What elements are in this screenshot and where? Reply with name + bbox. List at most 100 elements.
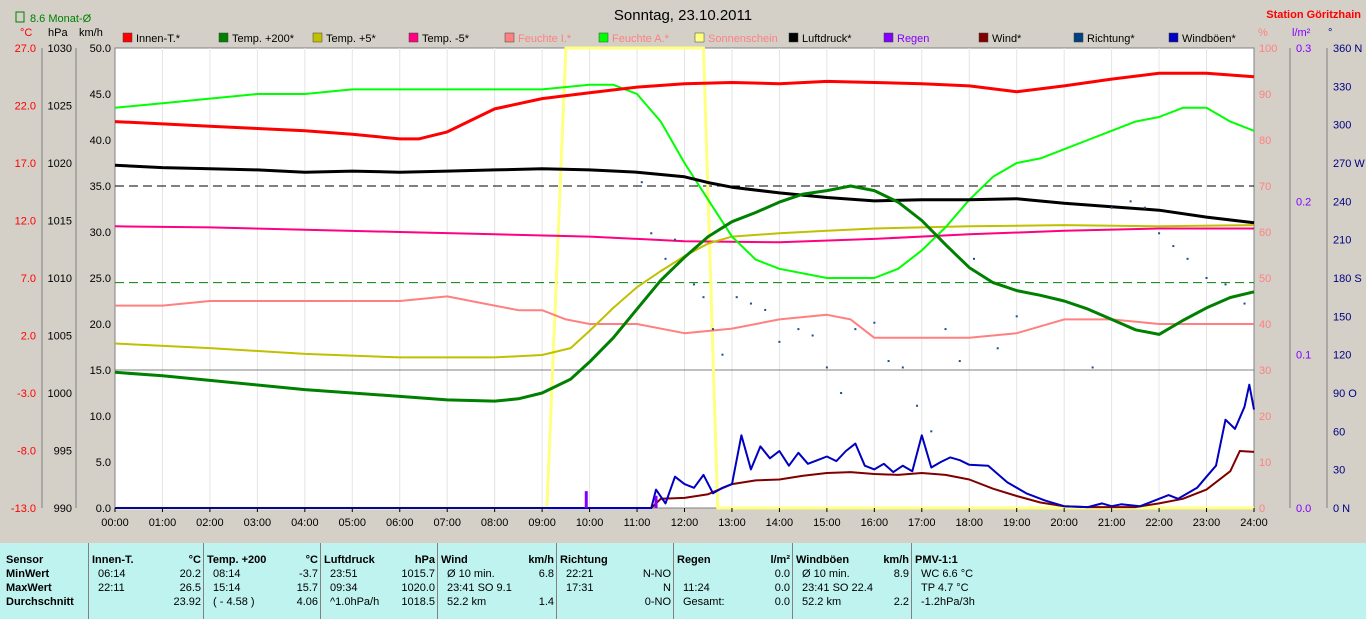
legend-swatch (122, 32, 133, 43)
stat-time: 23:41 SO 22.4 (802, 582, 873, 594)
legend-swatch (408, 32, 419, 43)
x-tick-label: 09:00 (528, 517, 556, 529)
direction-point (1158, 232, 1161, 235)
kmh-unit: km/h (79, 27, 103, 39)
kmh-tick: 25.0 (90, 273, 111, 285)
kmh-tick: 35.0 (90, 181, 111, 193)
pct-tick: 10 (1259, 457, 1271, 469)
stat-value: 20.2 (179, 568, 201, 580)
legend-label: Temp. +200* (232, 33, 295, 45)
kmh-tick: 45.0 (90, 89, 111, 101)
stat-time: 17:31 (566, 582, 594, 594)
stats-column: Regen l/m² 0.0 11:24 0.0 Gesamt: 0.0 (677, 543, 796, 619)
direction-point (1015, 315, 1018, 318)
hpa-tick: 1030 (48, 43, 72, 55)
direction-point (1172, 245, 1175, 248)
rain-tick: 0.1 (1296, 350, 1311, 362)
stat-value: 6.8 (538, 568, 554, 580)
row-label: MaxWert (6, 582, 52, 594)
dir-tick: 210 (1333, 235, 1351, 247)
stat-value: 26.5 (179, 582, 201, 594)
hpa-tick: 995 (54, 446, 72, 458)
temp-tick: 7.0 (21, 273, 36, 285)
column-separator (320, 543, 321, 619)
column-unit: l/m² (770, 554, 790, 566)
kmh-tick: 15.0 (90, 365, 111, 377)
stat-time: -1.2hPa/3h (921, 596, 975, 608)
stat-value: 1020.0 (401, 582, 435, 594)
column-separator (556, 543, 557, 619)
stat-time: 06:14 (98, 568, 126, 580)
dir-tick: 300 (1333, 120, 1351, 132)
legend-swatch (883, 32, 894, 43)
direction-point (930, 430, 933, 433)
direction-point (1129, 200, 1132, 203)
series-line-temp-5 (114, 225, 1254, 244)
legend-label: Temp. +5* (326, 33, 377, 45)
column-separator (673, 543, 674, 619)
stat-time: 23:41 SO 9.1 (447, 582, 512, 594)
dir-tick: 30 (1333, 465, 1345, 477)
legend-label: Regen (897, 33, 929, 45)
x-tick-label: 15:00 (813, 517, 841, 529)
direction-point (1143, 206, 1146, 209)
legend-swatch (788, 32, 799, 43)
stat-value: 1.4 (538, 596, 554, 608)
hpa-tick: 990 (54, 503, 72, 515)
temp-tick: 17.0 (15, 158, 36, 170)
column-title: Wind (441, 554, 468, 566)
direction-point (873, 321, 876, 324)
legend-swatch (312, 32, 323, 43)
x-tick-label: 07:00 (433, 517, 461, 529)
direction-point (664, 257, 667, 260)
kmh-tick: 5.0 (96, 457, 111, 469)
stat-value: N (663, 582, 671, 594)
series-line-temp-200 (114, 184, 1255, 403)
temp-tick: 27.0 (15, 43, 36, 55)
legend-swatch (598, 32, 609, 43)
column-title: Windböen (796, 554, 850, 566)
stat-value: 4.06 (296, 596, 318, 608)
legend-swatch (218, 32, 229, 43)
direction-point (996, 347, 999, 350)
hpa-tick: 1025 (48, 101, 72, 113)
temp-tick: 12.0 (15, 216, 36, 228)
legend-label: Innen-T.* (136, 33, 181, 45)
monthly-avg: 8.6 Monat-Ø (30, 13, 92, 25)
direction-point (1110, 206, 1113, 209)
stat-time: 52.2 km (447, 596, 487, 608)
kmh-tick: 10.0 (90, 411, 111, 423)
x-tick-label: 19:00 (1003, 517, 1031, 529)
direction-point (692, 283, 695, 286)
x-tick-label: 06:00 (386, 517, 414, 529)
dir-tick: 120 (1333, 350, 1351, 362)
x-tick-label: 11:00 (624, 517, 651, 529)
pct-tick: 40 (1259, 319, 1271, 331)
kmh-tick: 20.0 (90, 319, 111, 331)
direction-point (1243, 302, 1246, 305)
stats-table: Sensor MinWert MaxWert Durchschnitt Innen-T.… (0, 543, 1366, 619)
column-unit: km/h (528, 554, 554, 566)
stat-value: 15.7 (296, 582, 318, 594)
column-title: Regen (677, 554, 711, 566)
series-line-innen-t (114, 71, 1255, 141)
x-tick-label: 05:00 (339, 517, 367, 529)
stat-value: -3.7 (299, 568, 318, 580)
stat-time: Gesamt: (683, 596, 725, 608)
stats-column: PMV-1:1 WC 6.6 °C TP 4.7 °C -1.2hPa/3h (915, 543, 1035, 619)
kmh-tick: 30.0 (90, 227, 111, 239)
stat-time: TP 4.7 °C (921, 582, 969, 594)
direction-point (702, 296, 705, 299)
x-tick-label: 10:00 (576, 517, 604, 529)
legend-label: Wind* (992, 33, 1022, 45)
dir-tick: 60 (1333, 426, 1345, 438)
stat-time: 11:24 (683, 582, 710, 594)
stat-value: 1018.5 (401, 596, 435, 608)
direction-point (674, 238, 677, 241)
stat-time: WC 6.6 °C (921, 568, 974, 580)
direction-point (650, 232, 653, 235)
pct-tick: 100 (1259, 43, 1277, 55)
temp-tick: 2.0 (21, 331, 36, 343)
stat-value: 0.0 (774, 582, 790, 594)
stat-value: 23.92 (173, 596, 201, 608)
